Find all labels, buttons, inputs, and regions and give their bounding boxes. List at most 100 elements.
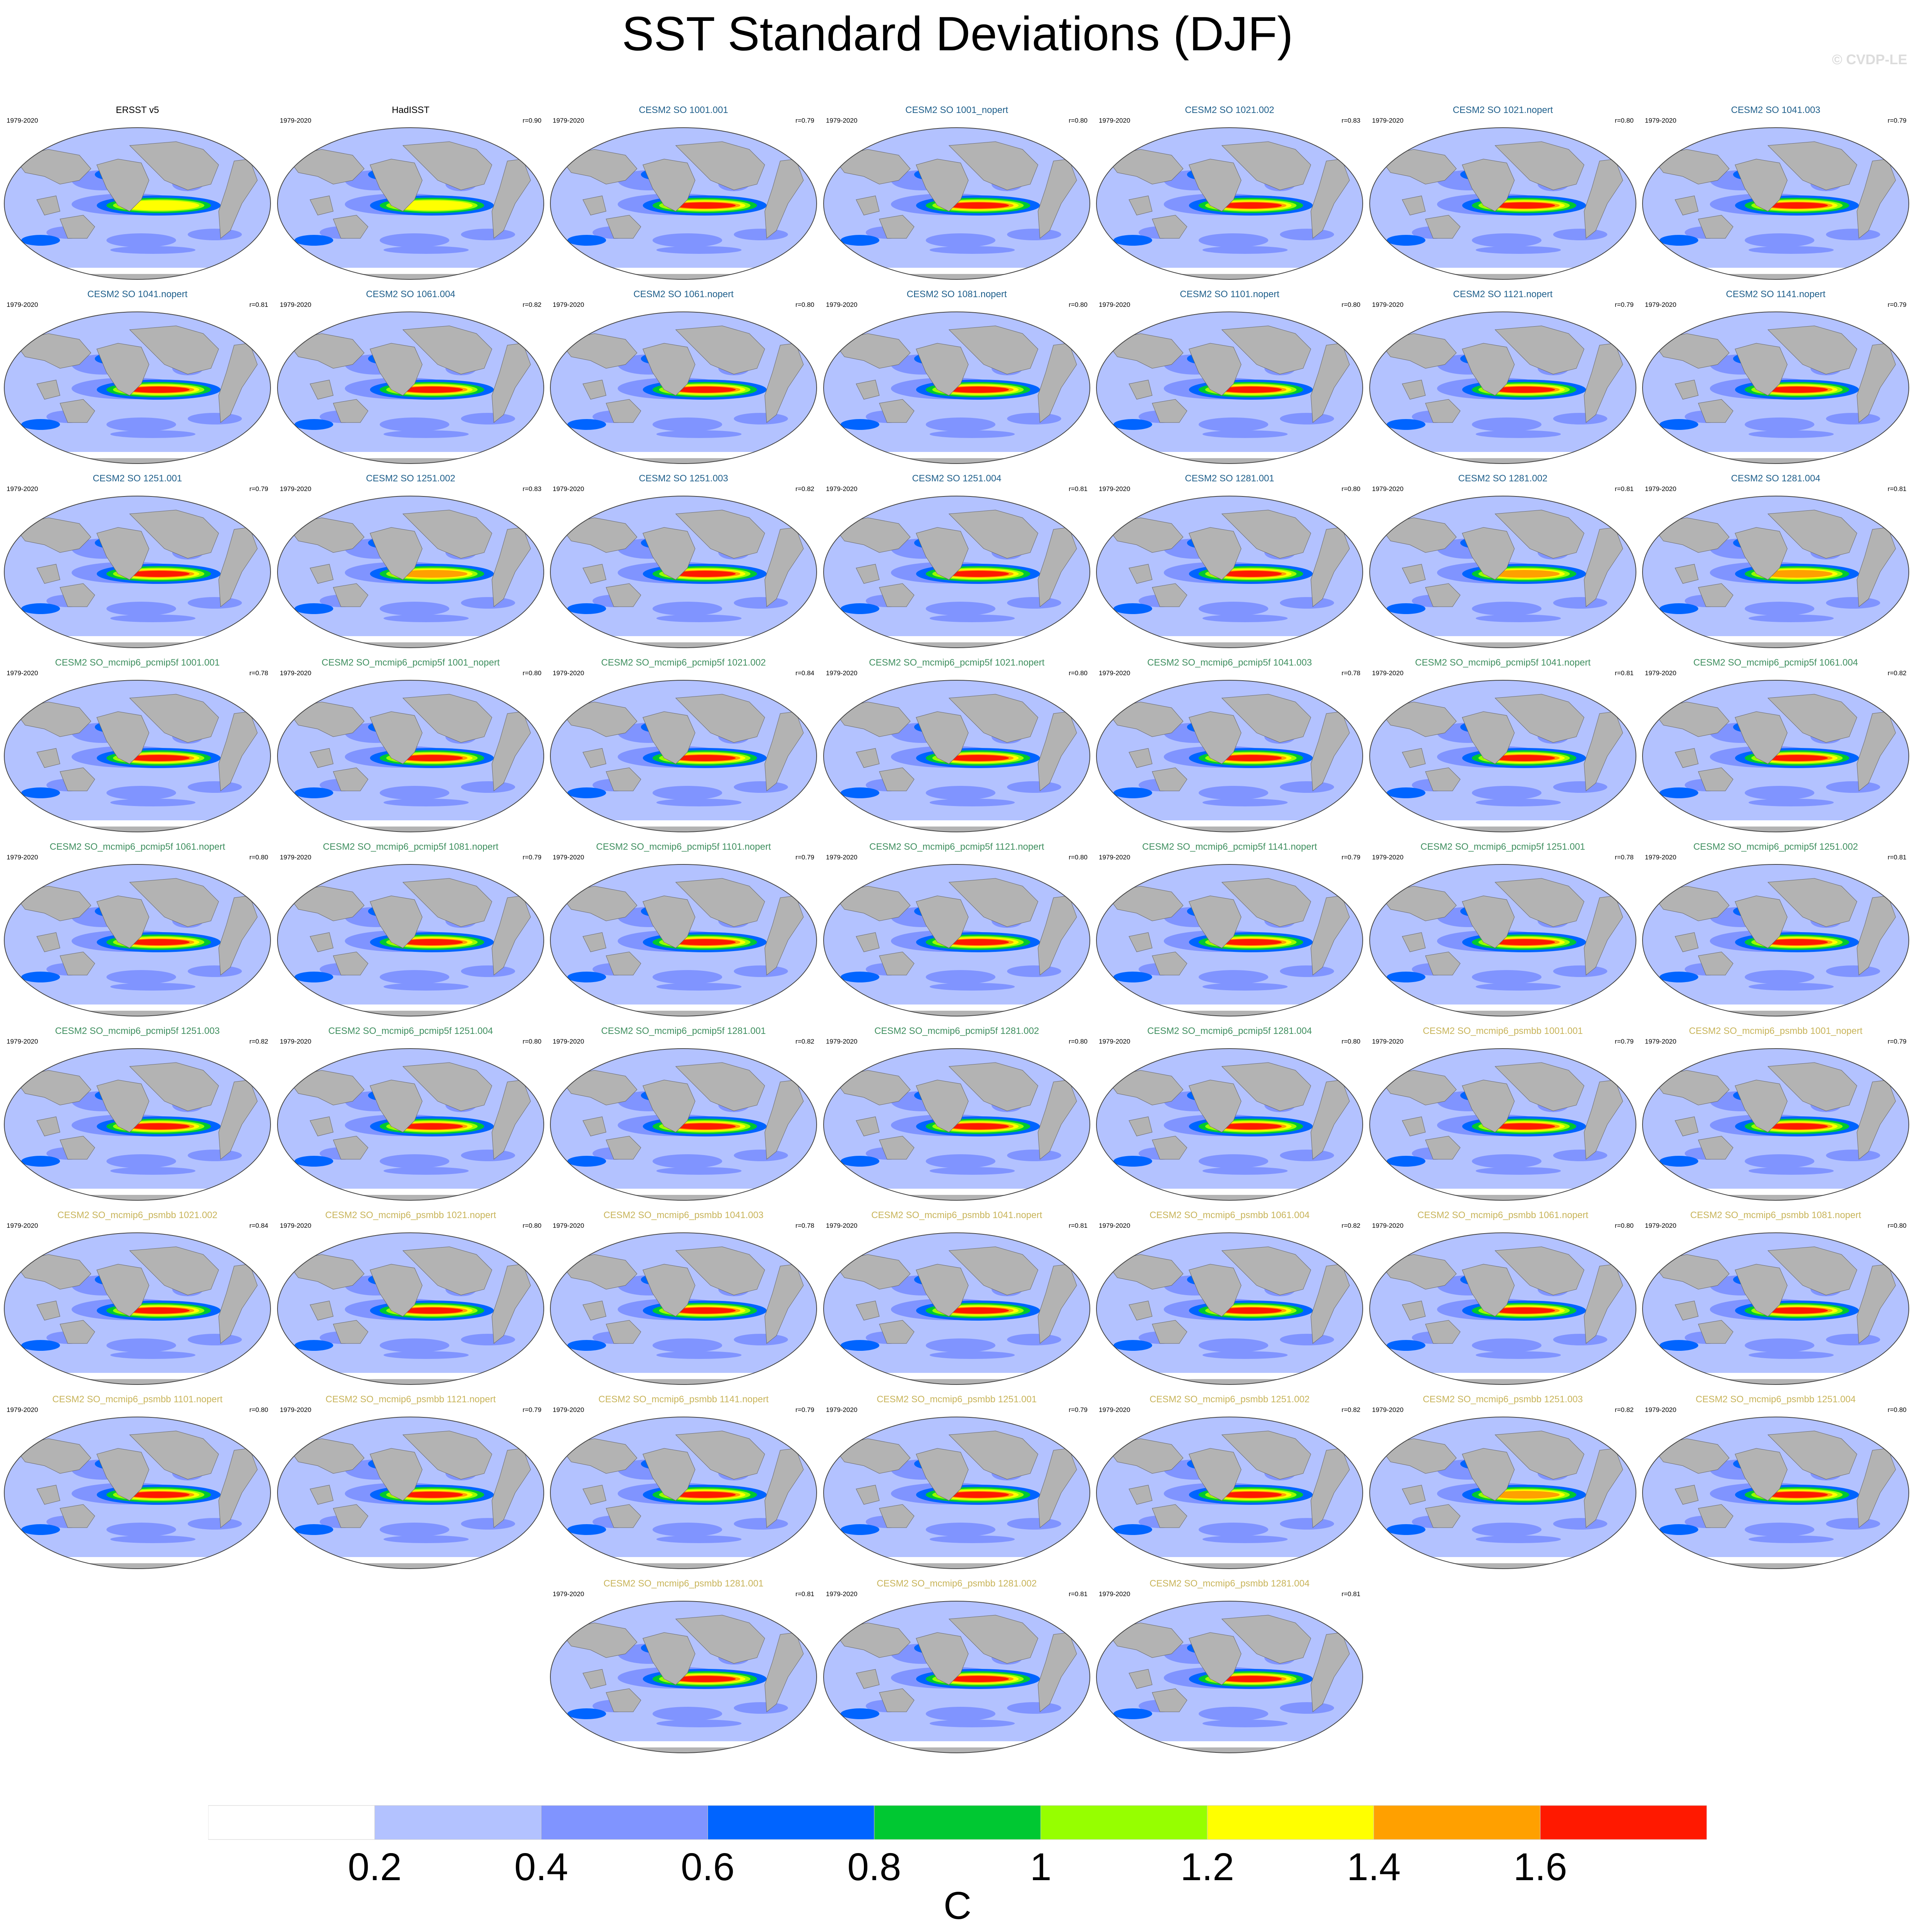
panel-period: 1979-2020 bbox=[1099, 854, 1131, 861]
panel-correlation: r=0.82 bbox=[249, 1038, 268, 1045]
colorbar-swatch bbox=[1207, 1805, 1374, 1840]
panel-title: CESM2 SO_mcmip6_pcmip5f 1041.003 bbox=[1147, 657, 1312, 668]
colorbar-swatch bbox=[1540, 1805, 1707, 1840]
map-panel: CESM2 SO_mcmip6_pcmip5f 1001.001 1979-202… bbox=[2, 657, 273, 835]
map-panel: CESM2 SO_mcmip6_pcmip5f 1041.003 1979-202… bbox=[1094, 657, 1365, 835]
panel-period: 1979-2020 bbox=[1372, 1038, 1404, 1045]
panel-period: 1979-2020 bbox=[280, 1406, 312, 1413]
map-panel: CESM2 SO_mcmip6_pcmip5f 1251.002 1979-202… bbox=[1640, 841, 1911, 1019]
panel-period: 1979-2020 bbox=[826, 117, 858, 124]
panel-period: 1979-2020 bbox=[553, 1406, 584, 1413]
panel-period: 1979-2020 bbox=[280, 1222, 312, 1229]
map-panel: CESM2 SO 1141.nopert 1979-2020 r=0.79 bbox=[1640, 289, 1911, 467]
sst-map bbox=[1369, 680, 1636, 832]
panel-title: CESM2 SO 1251.001 bbox=[92, 473, 182, 484]
panel-title: CESM2 SO_mcmip6_psmbb 1021.002 bbox=[57, 1210, 218, 1220]
panel-period: 1979-2020 bbox=[7, 301, 38, 308]
panel-correlation: r=0.81 bbox=[1069, 485, 1088, 493]
colorbar-tick-label: 0.8 bbox=[847, 1845, 901, 1889]
panel-correlation: r=0.78 bbox=[795, 1222, 814, 1229]
panel-title: CESM2 SO_mcmip6_psmbb 1001.001 bbox=[1423, 1026, 1583, 1036]
panel-period: 1979-2020 bbox=[826, 1590, 858, 1598]
sst-map bbox=[1096, 1417, 1363, 1569]
panel-period: 1979-2020 bbox=[1099, 1406, 1131, 1413]
panel-title: CESM2 SO_mcmip6_psmbb 1251.003 bbox=[1423, 1394, 1583, 1405]
panel-correlation: r=0.80 bbox=[1341, 301, 1360, 308]
panel-title: CESM2 SO_mcmip6_pcmip5f 1061.nopert bbox=[50, 842, 225, 852]
panel-correlation: r=0.82 bbox=[795, 1038, 814, 1045]
panel-correlation: r=0.80 bbox=[522, 669, 541, 677]
panel-correlation: r=0.78 bbox=[249, 669, 268, 677]
map-panel: CESM2 SO 1041.003 1979-2020 r=0.79 bbox=[1640, 104, 1911, 282]
map-panel: CESM2 SO 1021.002 1979-2020 r=0.83 bbox=[1094, 104, 1365, 282]
panel-correlation: r=0.78 bbox=[1341, 669, 1360, 677]
panel-period: 1979-2020 bbox=[7, 669, 38, 677]
panel-period: 1979-2020 bbox=[1645, 669, 1677, 677]
sst-map bbox=[823, 311, 1090, 464]
sst-map bbox=[277, 496, 544, 648]
panel-correlation: r=0.82 bbox=[1341, 1406, 1360, 1413]
panel-period: 1979-2020 bbox=[1372, 117, 1404, 124]
panel-title: CESM2 SO_mcmip6_psmbb 1251.001 bbox=[877, 1394, 1037, 1405]
sst-map bbox=[1096, 1601, 1363, 1753]
panel-title: CESM2 SO_mcmip6_psmbb 1041.nopert bbox=[871, 1210, 1042, 1220]
panel-correlation: r=0.79 bbox=[1888, 117, 1906, 124]
sst-map bbox=[277, 127, 544, 280]
panel-title: CESM2 SO 1281.002 bbox=[1458, 473, 1548, 484]
panel-period: 1979-2020 bbox=[553, 1590, 584, 1598]
sst-map bbox=[1642, 680, 1909, 832]
panel-correlation: r=0.79 bbox=[522, 854, 541, 861]
panel-correlation: r=0.81 bbox=[795, 1590, 814, 1598]
sst-map bbox=[277, 311, 544, 464]
panel-correlation: r=0.83 bbox=[1341, 117, 1360, 124]
panel-correlation: r=0.81 bbox=[1069, 1222, 1088, 1229]
map-panel: CESM2 SO_mcmip6_pcmip5f 1041.nopert 1979-… bbox=[1367, 657, 1638, 835]
panel-correlation: r=0.79 bbox=[1341, 854, 1360, 861]
panel-period: 1979-2020 bbox=[280, 485, 312, 493]
panel-period: 1979-2020 bbox=[1099, 669, 1131, 677]
sst-map bbox=[1369, 1048, 1636, 1201]
panel-title: CESM2 SO_mcmip6_psmbb 1081.nopert bbox=[1690, 1210, 1861, 1220]
panel-correlation: r=0.84 bbox=[795, 669, 814, 677]
panel-title: CESM2 SO 1121.nopert bbox=[1453, 289, 1553, 299]
panel-correlation: r=0.81 bbox=[1888, 854, 1906, 861]
panel-period: 1979-2020 bbox=[1645, 1038, 1677, 1045]
panel-correlation: r=0.79 bbox=[1615, 301, 1634, 308]
panel-period: 1979-2020 bbox=[280, 669, 312, 677]
panel-period: 1979-2020 bbox=[1372, 1222, 1404, 1229]
panel-correlation: r=0.79 bbox=[1069, 1406, 1088, 1413]
sst-map bbox=[277, 864, 544, 1016]
panel-period: 1979-2020 bbox=[553, 669, 584, 677]
panel-correlation: r=0.80 bbox=[1341, 1038, 1360, 1045]
panel-title: CESM2 SO 1001.001 bbox=[639, 105, 728, 115]
panel-period: 1979-2020 bbox=[1372, 669, 1404, 677]
sst-map bbox=[1642, 864, 1909, 1016]
panel-period: 1979-2020 bbox=[1372, 1406, 1404, 1413]
panel-period: 1979-2020 bbox=[826, 1406, 858, 1413]
sst-map bbox=[4, 680, 271, 832]
panel-period: 1979-2020 bbox=[1099, 1590, 1131, 1598]
sst-map bbox=[823, 1601, 1090, 1753]
panel-title: CESM2 SO_mcmip6_pcmip5f 1061.004 bbox=[1693, 657, 1858, 668]
sst-map bbox=[1369, 127, 1636, 280]
sst-map bbox=[277, 680, 544, 832]
map-panel: CESM2 SO 1251.004 1979-2020 r=0.81 bbox=[821, 473, 1092, 651]
panel-title: CESM2 SO_mcmip6_psmbb 1101.nopert bbox=[52, 1394, 223, 1405]
sst-map bbox=[1369, 1417, 1636, 1569]
panel-title: CESM2 SO_mcmip6_pcmip5f 1001_nopert bbox=[321, 657, 500, 668]
panel-period: 1979-2020 bbox=[7, 485, 38, 493]
panel-period: 1979-2020 bbox=[1099, 1222, 1131, 1229]
panel-correlation: r=0.79 bbox=[1888, 1038, 1906, 1045]
colorbar-units: C bbox=[943, 1884, 972, 1927]
map-panel: CESM2 SO_mcmip6_psmbb 1081.nopert 1979-20… bbox=[1640, 1210, 1911, 1388]
panel-period: 1979-2020 bbox=[1099, 117, 1131, 124]
map-panel: CESM2 SO_mcmip6_psmbb 1041.003 1979-2020 r… bbox=[548, 1210, 819, 1388]
map-panel: CESM2 SO_mcmip6_pcmip5f 1021.nopert 1979-… bbox=[821, 657, 1092, 835]
map-panel: CESM2 SO_mcmip6_pcmip5f 1101.nopert 1979-… bbox=[548, 841, 819, 1019]
map-panel: CESM2 SO 1101.nopert 1979-2020 r=0.80 bbox=[1094, 289, 1365, 467]
map-panel: CESM2 SO_mcmip6_psmbb 1021.002 1979-2020 r… bbox=[2, 1210, 273, 1388]
panel-title: CESM2 SO_mcmip6_pcmip5f 1141.nopert bbox=[1142, 842, 1317, 852]
colorbar-swatch bbox=[1040, 1805, 1208, 1840]
sst-map bbox=[1096, 864, 1363, 1016]
panel-title: CESM2 SO_mcmip6_psmbb 1041.003 bbox=[603, 1210, 764, 1220]
